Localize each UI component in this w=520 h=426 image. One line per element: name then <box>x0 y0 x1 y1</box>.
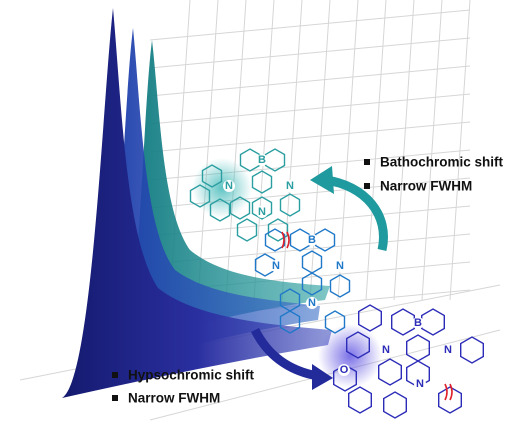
ring <box>301 272 323 296</box>
grid-line <box>309 0 331 301</box>
atom-bg <box>412 317 424 329</box>
ring <box>267 218 289 242</box>
grid-line <box>337 0 359 301</box>
atom-bg <box>256 154 268 166</box>
atom-label: N <box>308 297 316 309</box>
ring <box>236 218 258 242</box>
atom-label: N <box>416 378 424 390</box>
atom-label: B <box>258 154 266 166</box>
annotation: Bathochromic shift <box>380 155 504 170</box>
grid-line <box>393 0 415 301</box>
atom-label: O <box>340 364 349 376</box>
atom-bg <box>270 260 282 272</box>
grid-line <box>149 37 471 69</box>
ring <box>378 358 402 386</box>
ring <box>391 308 415 336</box>
ring <box>324 310 346 334</box>
ring <box>251 196 273 220</box>
atom-bg <box>284 180 296 192</box>
grid-line <box>365 0 387 301</box>
arrow-head <box>310 166 334 194</box>
ring <box>314 228 336 252</box>
ring <box>383 391 407 419</box>
grid-line <box>253 0 275 301</box>
arrow-head <box>312 364 333 390</box>
ring <box>189 184 211 208</box>
ring <box>279 310 301 334</box>
atom-label: N <box>286 180 294 192</box>
ring <box>254 253 276 277</box>
ring <box>279 193 301 217</box>
atom-label: N <box>444 344 452 356</box>
atom-bg <box>306 234 318 246</box>
grid-line <box>225 0 247 301</box>
bullet <box>364 183 370 189</box>
atom-bg <box>380 344 392 356</box>
molecules: B N N N B N N N B N N N O <box>189 148 484 419</box>
ring <box>239 148 261 172</box>
atom-label: N <box>258 206 266 218</box>
atom-bg <box>306 297 318 309</box>
grid-line <box>149 121 471 153</box>
bullet <box>112 395 118 401</box>
grid-line <box>149 9 471 41</box>
atom-label: B <box>308 234 316 246</box>
ring <box>421 308 445 336</box>
atom-bg <box>334 260 346 272</box>
atom-bg <box>338 364 350 376</box>
grid-line <box>149 205 471 237</box>
ring <box>264 148 286 172</box>
grid <box>19 0 501 421</box>
ring <box>264 228 286 252</box>
ring <box>348 386 372 414</box>
arrow-down <box>250 327 319 381</box>
atom-bg <box>442 344 454 356</box>
atom-label: B <box>414 317 422 329</box>
annotation: Hypsochromic shift <box>128 368 255 383</box>
atom-bg <box>414 378 426 390</box>
atom-label: N <box>382 344 390 356</box>
ring <box>333 364 357 392</box>
atom-label: N <box>225 180 233 192</box>
ring <box>329 274 351 298</box>
ring <box>201 164 223 188</box>
steric-clash <box>444 383 453 401</box>
grid-line <box>149 93 471 125</box>
grid-line <box>197 0 219 301</box>
grid-line <box>281 0 303 301</box>
annotation: Narrow FWHM <box>128 391 220 406</box>
atom-bg <box>256 206 268 218</box>
grid-line <box>421 0 443 301</box>
steric-clash <box>281 231 290 249</box>
ring <box>209 198 231 222</box>
ring <box>289 228 311 252</box>
atom-bg <box>223 180 235 192</box>
bullet <box>364 159 370 165</box>
ring <box>346 331 370 359</box>
atom-label: N <box>336 260 344 272</box>
ring <box>229 196 251 220</box>
ring <box>358 304 382 332</box>
grid-line <box>449 0 471 301</box>
spectrum-navy <box>62 8 332 398</box>
ring <box>460 336 484 364</box>
ring <box>406 334 430 362</box>
grid-line <box>149 65 471 97</box>
arrow-up <box>324 175 388 251</box>
annotation: Narrow FWHM <box>380 179 472 194</box>
atom-label: N <box>272 260 280 272</box>
grid-line <box>149 233 471 265</box>
ring <box>438 386 462 414</box>
bullet <box>112 372 118 378</box>
ring <box>251 170 273 194</box>
